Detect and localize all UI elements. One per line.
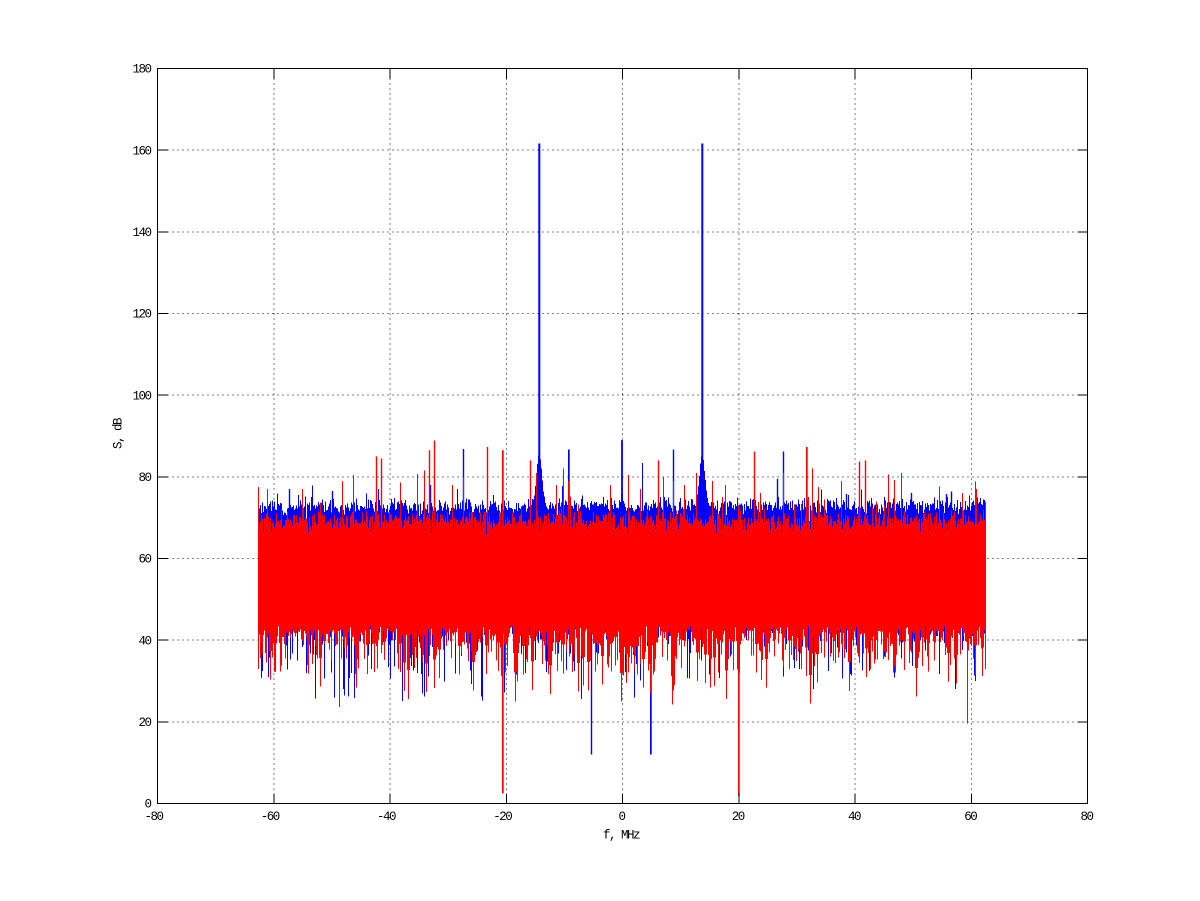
svg-text:S, dB: S, dB: [112, 417, 126, 449]
svg-text:40: 40: [848, 810, 861, 824]
svg-text:60: 60: [138, 553, 151, 567]
svg-text:0: 0: [618, 810, 625, 824]
svg-text:0: 0: [144, 798, 151, 812]
svg-text:-60: -60: [261, 810, 280, 824]
svg-text:-20: -20: [493, 810, 512, 824]
svg-text:180: 180: [132, 63, 151, 77]
svg-text:120: 120: [132, 308, 151, 322]
svg-text:-40: -40: [377, 810, 396, 824]
svg-text:20: 20: [732, 810, 745, 824]
svg-text:20: 20: [138, 716, 151, 730]
svg-text:f, MHz: f, MHz: [603, 829, 640, 843]
svg-text:140: 140: [132, 226, 151, 240]
svg-text:80: 80: [1080, 810, 1093, 824]
svg-text:-80: -80: [144, 810, 163, 824]
svg-text:40: 40: [138, 634, 151, 648]
svg-text:80: 80: [138, 471, 151, 485]
svg-text:100: 100: [132, 389, 151, 403]
svg-text:160: 160: [132, 144, 151, 158]
svg-text:60: 60: [964, 810, 977, 824]
